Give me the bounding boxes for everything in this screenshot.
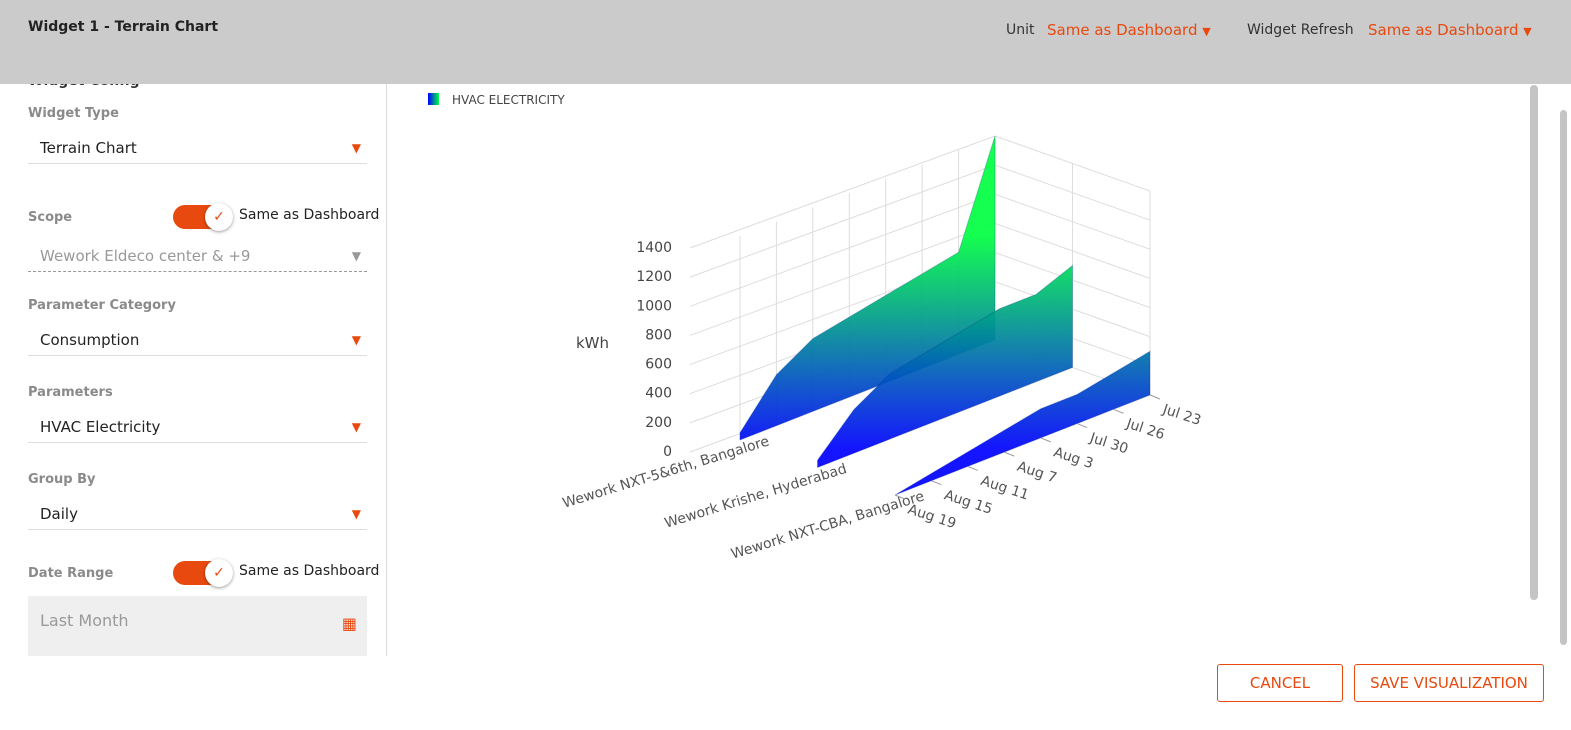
toggle-label: Same as Dashboard <box>239 207 380 223</box>
calendar-icon: ▦ <box>341 614 357 633</box>
field-label: Date Range <box>28 566 114 581</box>
tick-mark <box>1004 451 1015 457</box>
z-axis-label: kWh <box>576 334 609 352</box>
scope-select[interactable]: Wework Eldeco center & +9 ▼ <box>28 247 367 272</box>
widget-type-select[interactable]: Terrain Chart ▼ <box>28 139 367 164</box>
cancel-button[interactable]: CANCEL <box>1217 664 1343 702</box>
save-button[interactable]: SAVE VISUALIZATION <box>1354 664 1544 702</box>
unit-label: Unit <box>1006 22 1035 38</box>
tick-mark <box>931 480 942 486</box>
field-label: Group By <box>28 472 96 487</box>
z-tick-label: 0 <box>663 444 672 460</box>
scope-toggle[interactable]: ✓ <box>173 203 233 231</box>
date-input[interactable]: Last Month ▦ <box>28 596 367 656</box>
z-tick-label: 1200 <box>636 269 672 285</box>
date-toggle[interactable]: ✓ <box>173 559 233 587</box>
date-label: Jul 26 <box>1123 416 1166 444</box>
field-label: Widget Type <box>28 106 119 121</box>
tick-mark <box>1076 423 1088 429</box>
date-label: Aug 19 <box>906 502 958 533</box>
grid-line <box>689 135 1151 249</box>
tick-mark <box>967 465 979 471</box>
divider <box>386 84 387 656</box>
field-value: Daily <box>40 505 78 523</box>
date-label: Jul 23 <box>1160 401 1203 429</box>
tick-mark <box>1113 408 1124 414</box>
z-tick-label: 600 <box>645 357 672 373</box>
field-value: Terrain Chart <box>40 139 137 157</box>
field-label: Scope <box>28 210 73 225</box>
date-label: Aug 11 <box>979 473 1031 504</box>
field-value: Consumption <box>40 331 140 349</box>
field-value: HVAC Electricity <box>40 418 161 436</box>
surface-ribbon <box>894 350 1151 496</box>
refresh-label: Widget Refresh <box>1247 22 1354 38</box>
date-label: Aug 7 <box>1015 459 1059 487</box>
field-label: Parameter Category <box>28 298 176 313</box>
tick-mark <box>894 494 906 500</box>
grid-line <box>689 164 1151 278</box>
refresh-value: Same as Dashboard <box>1368 21 1519 39</box>
z-tick-label: 1400 <box>636 240 672 256</box>
tick-mark <box>1040 437 1051 443</box>
date-label: Aug 3 <box>1051 444 1095 472</box>
scrollbar <box>1560 110 1567 645</box>
date-label: Jul 30 <box>1087 430 1130 458</box>
unit-value: Same as Dashboard <box>1047 21 1198 39</box>
parameters-select[interactable]: HVAC Electricity ▼ <box>28 418 367 443</box>
z-tick-label: 800 <box>645 327 672 343</box>
legend-label[interactable]: HVAC ELECTRICITY <box>452 93 565 107</box>
z-tick-label: 200 <box>645 415 672 431</box>
scrollbar <box>1530 85 1538 600</box>
surface-ribbon <box>817 264 1073 469</box>
toggle-label: Same as Dashboard <box>239 563 380 579</box>
category-select[interactable]: Consumption ▼ <box>28 331 367 356</box>
group-by-select[interactable]: Daily ▼ <box>28 505 367 530</box>
chart: HVAC ELECTRICITY kWh 0 200 400 600 800 1000 12… <box>428 93 1203 563</box>
date-label: Aug 15 <box>942 487 994 518</box>
z-tick-label: 1000 <box>636 298 672 314</box>
field-label: Parameters <box>28 385 113 400</box>
tick-mark <box>1149 394 1161 400</box>
z-tick-label: 400 <box>645 386 672 402</box>
legend-swatch <box>428 93 439 105</box>
title: Widget 1 - Terrain Chart <box>28 19 219 35</box>
field-value: Last Month <box>40 611 129 630</box>
unit-select[interactable]: Same as Dashboard ▼ <box>1047 21 1211 39</box>
header: Widget 1 - Terrain Chart Unit Same as Da… <box>0 0 1571 84</box>
refresh-select[interactable]: Same as Dashboard ▼ <box>1368 21 1532 39</box>
field-value: Wework Eldeco center & +9 <box>40 247 251 265</box>
